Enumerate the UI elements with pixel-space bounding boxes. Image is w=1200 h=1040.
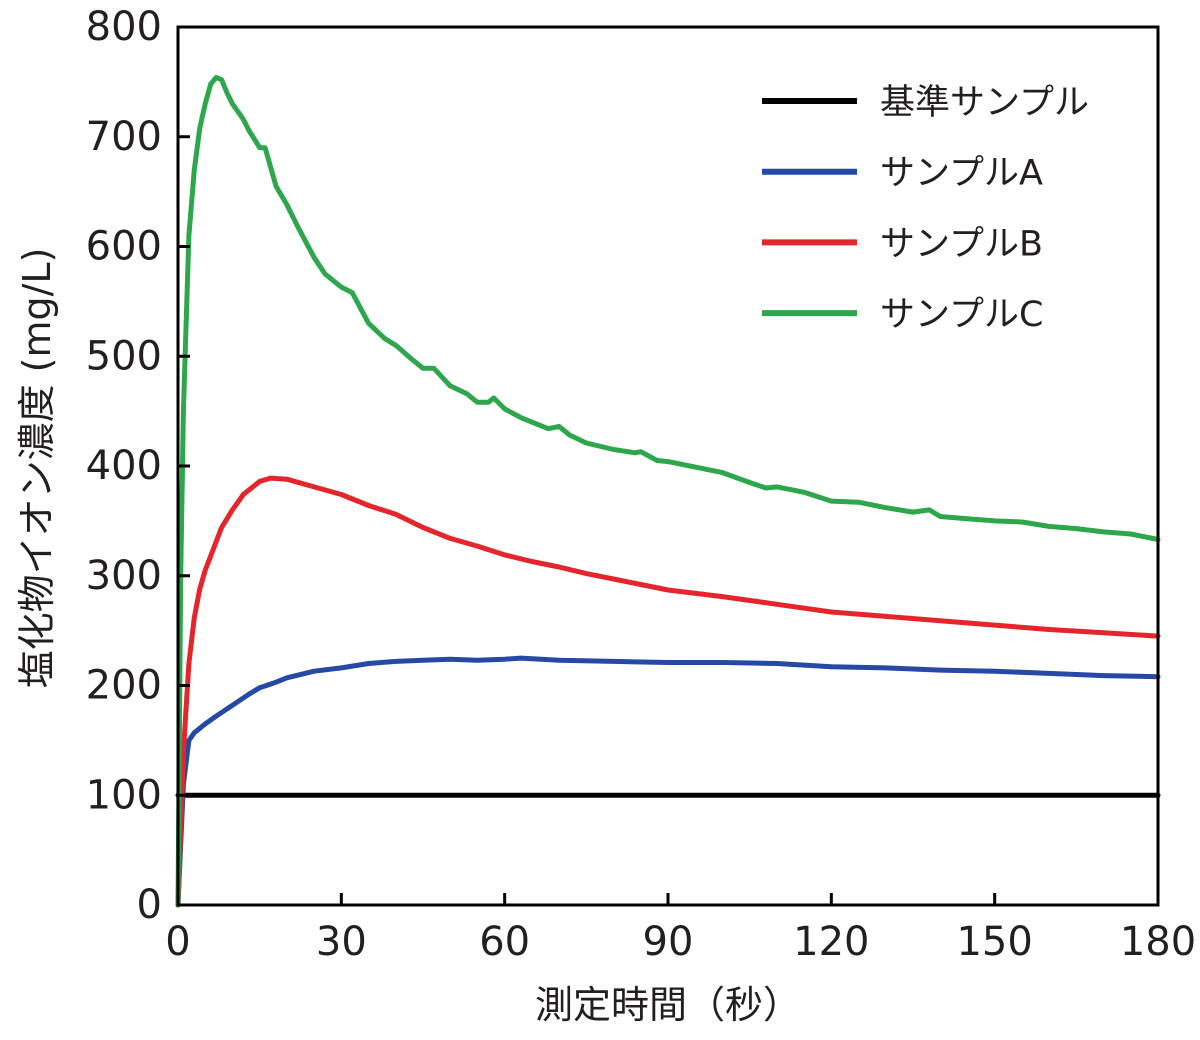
x-axis-label: 測定時間（秒） bbox=[535, 983, 801, 1027]
legend-label: 基準サンプル bbox=[880, 83, 1089, 123]
x-tick-label: 120 bbox=[793, 919, 869, 965]
x-tick-label: 90 bbox=[643, 919, 694, 965]
y-tick-label: 400 bbox=[86, 443, 162, 489]
series-line-sample-b bbox=[175, 475, 1161, 908]
legend-item-reference: 基準サンプル bbox=[762, 83, 1089, 123]
y-tick-label: 700 bbox=[86, 114, 162, 160]
legend-item-sample-c: サンプルC bbox=[762, 295, 1043, 335]
series-layer bbox=[175, 75, 1161, 908]
y-tick-label: 100 bbox=[86, 772, 162, 818]
plot-area bbox=[175, 25, 1161, 908]
y-tick-label: 300 bbox=[86, 553, 162, 599]
x-tick-label: 0 bbox=[165, 919, 190, 965]
y-axis: 0 100 200 300 400 500 600 700 800 bbox=[86, 4, 190, 928]
x-axis: 0 30 60 90 120 150 180 bbox=[165, 893, 1196, 965]
legend-item-sample-a: サンプルA bbox=[762, 154, 1043, 194]
series-line-sample-c bbox=[175, 75, 1161, 908]
y-tick-label: 500 bbox=[86, 333, 162, 379]
x-tick-label: 180 bbox=[1120, 919, 1196, 965]
y-axis-label: 塩化物イオン濃度 (mg/L) bbox=[15, 248, 59, 689]
legend-item-sample-b: サンプルB bbox=[762, 224, 1043, 264]
x-tick-label: 30 bbox=[316, 919, 367, 965]
y-tick-label: 600 bbox=[86, 224, 162, 270]
legend-label: サンプルC bbox=[880, 295, 1043, 335]
legend-label: サンプルB bbox=[880, 224, 1043, 264]
y-tick-label: 800 bbox=[86, 4, 162, 50]
legend-label: サンプルA bbox=[880, 154, 1043, 194]
x-tick-label: 150 bbox=[956, 919, 1032, 965]
series-line-sample-a bbox=[175, 655, 1161, 908]
y-tick-label: 0 bbox=[137, 882, 162, 928]
x-tick-label: 60 bbox=[479, 919, 530, 965]
y-tick-label: 200 bbox=[86, 663, 162, 709]
